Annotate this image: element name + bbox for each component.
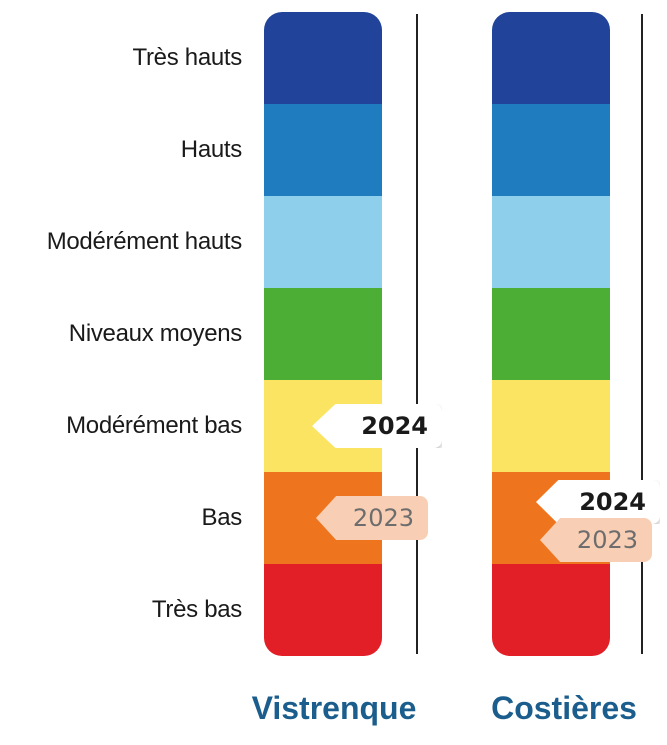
marker-costieres-2023: 2023 bbox=[540, 518, 652, 562]
band-costières-4 bbox=[492, 380, 610, 472]
band-vistrenque-1 bbox=[264, 104, 382, 196]
band-costières-6 bbox=[492, 564, 610, 656]
column-vistrenque bbox=[264, 12, 382, 656]
level-label-niveaux-moyens: Niveaux moyens bbox=[68, 320, 243, 347]
marker-vistrenque-2024: 2024 bbox=[312, 404, 442, 448]
aquifer-name-vistrenque: Vistrenque bbox=[251, 690, 417, 726]
level-label-hauts: Hauts bbox=[180, 136, 243, 163]
level-label-moderement-bas: Modérément bas bbox=[66, 412, 242, 439]
marker-costieres-2024: 2024 bbox=[536, 480, 660, 524]
band-costières-3 bbox=[492, 288, 610, 380]
axis-line-costieres bbox=[641, 14, 643, 654]
level-label-tres-hauts: Très hauts bbox=[132, 44, 243, 71]
band-vistrenque-2 bbox=[264, 196, 382, 288]
level-label-tres-bas: Très bas bbox=[151, 596, 242, 623]
level-label-bas: Bas bbox=[201, 504, 243, 531]
band-costières-1 bbox=[492, 104, 610, 196]
marker-vistrenque-2023: 2023 bbox=[316, 496, 428, 540]
aquifer-name-costieres: Costières bbox=[491, 690, 637, 726]
band-vistrenque-3 bbox=[264, 288, 382, 380]
band-costières-2 bbox=[492, 196, 610, 288]
level-label-moderement-hauts: Modérément hauts bbox=[46, 228, 243, 255]
band-vistrenque-6 bbox=[264, 564, 382, 656]
axis-line-vistrenque bbox=[416, 14, 418, 654]
band-costières-0 bbox=[492, 12, 610, 104]
band-vistrenque-0 bbox=[264, 12, 382, 104]
